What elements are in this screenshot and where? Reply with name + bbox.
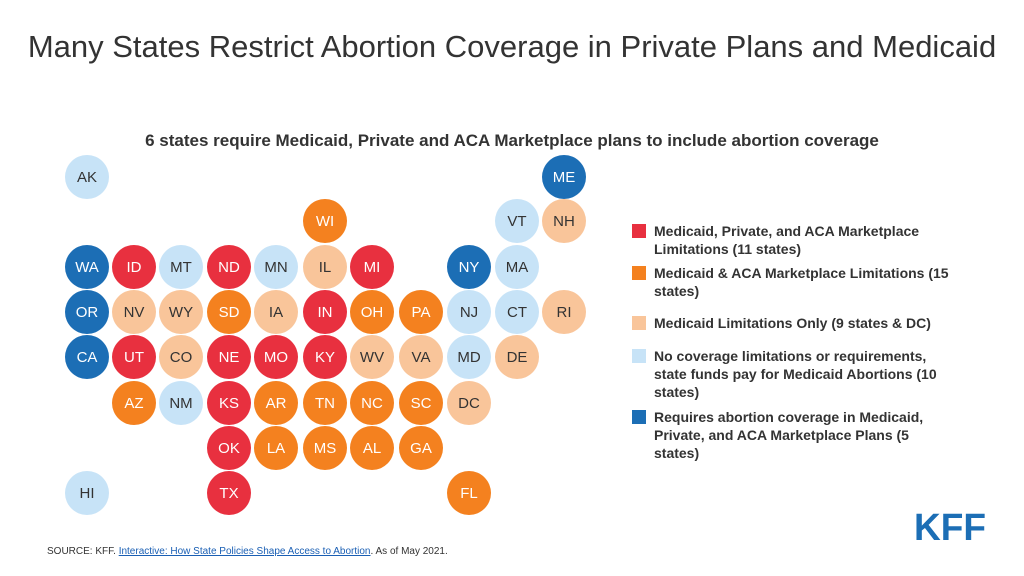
state-mo: MO — [254, 335, 298, 379]
legend-item-orange: Medicaid & ACA Marketplace Limitations (… — [632, 264, 954, 300]
legend-item-darkblue: Requires abortion coverage in Medicaid, … — [632, 408, 954, 462]
page-title: Many States Restrict Abortion Coverage i… — [27, 29, 997, 64]
state-dc: DC — [447, 381, 491, 425]
legend-swatch-darkblue — [632, 410, 646, 424]
state-ia: IA — [254, 290, 298, 334]
state-tn: TN — [303, 381, 347, 425]
state-al: AL — [350, 426, 394, 470]
legend-swatch-peach — [632, 316, 646, 330]
legend-swatch-lightblue — [632, 349, 646, 363]
state-de: DE — [495, 335, 539, 379]
state-wa: WA — [65, 245, 109, 289]
state-ks: KS — [207, 381, 251, 425]
subtitle: 6 states require Medicaid, Private and A… — [145, 131, 879, 150]
legend-label-peach: Medicaid Limitations Only (9 states & DC… — [654, 315, 931, 331]
state-sc: SC — [399, 381, 443, 425]
state-pa: PA — [399, 290, 443, 334]
state-nh: NH — [542, 199, 586, 243]
legend-swatch-red — [632, 224, 646, 238]
state-vt: VT — [495, 199, 539, 243]
state-ca: CA — [65, 335, 109, 379]
state-md: MD — [447, 335, 491, 379]
legend-swatch-orange — [632, 266, 646, 280]
legend-label-red: Medicaid, Private, and ACA Marketplace L… — [654, 223, 920, 257]
state-sd: SD — [207, 290, 251, 334]
state-ga: GA — [399, 426, 443, 470]
source-suffix: . As of May 2021. — [370, 546, 448, 557]
state-wv: WV — [350, 335, 394, 379]
legend-item-peach: Medicaid Limitations Only (9 states & DC… — [632, 314, 954, 332]
state-fl: FL — [447, 471, 491, 515]
legend-label-darkblue: Requires abortion coverage in Medicaid, … — [654, 409, 924, 461]
state-nm: NM — [159, 381, 203, 425]
state-la: LA — [254, 426, 298, 470]
state-wi: WI — [303, 199, 347, 243]
state-az: AZ — [112, 381, 156, 425]
state-ny: NY — [447, 245, 491, 289]
state-ne: NE — [207, 335, 251, 379]
source-prefix: SOURCE: KFF. — [47, 546, 119, 557]
state-wy: WY — [159, 290, 203, 334]
state-il: IL — [303, 245, 347, 289]
state-nd: ND — [207, 245, 251, 289]
state-ak: AK — [65, 155, 109, 199]
state-ct: CT — [495, 290, 539, 334]
state-ky: KY — [303, 335, 347, 379]
source-note: SOURCE: KFF. Interactive: How State Poli… — [47, 546, 448, 557]
state-ms: MS — [303, 426, 347, 470]
state-hi: HI — [65, 471, 109, 515]
state-co: CO — [159, 335, 203, 379]
state-ma: MA — [495, 245, 539, 289]
state-oh: OH — [350, 290, 394, 334]
legend-label-orange: Medicaid & ACA Marketplace Limitations (… — [654, 265, 949, 299]
state-ut: UT — [112, 335, 156, 379]
kff-logo-text: KFF — [914, 509, 986, 543]
state-ar: AR — [254, 381, 298, 425]
state-nc: NC — [350, 381, 394, 425]
state-nj: NJ — [447, 290, 491, 334]
state-or: OR — [65, 290, 109, 334]
state-ok: OK — [207, 426, 251, 470]
legend-item-lightblue: No coverage limitations or requirements,… — [632, 347, 954, 401]
state-va: VA — [399, 335, 443, 379]
state-id: ID — [112, 245, 156, 289]
kff-logo: KFF — [914, 509, 986, 543]
state-mn: MN — [254, 245, 298, 289]
legend-item-red: Medicaid, Private, and ACA Marketplace L… — [632, 222, 954, 258]
source-link[interactable]: Interactive: How State Policies Shape Ac… — [118, 546, 371, 557]
state-mi: MI — [350, 245, 394, 289]
state-me: ME — [542, 155, 586, 199]
state-mt: MT — [159, 245, 203, 289]
state-in: IN — [303, 290, 347, 334]
legend-label-lightblue: No coverage limitations or requirements,… — [654, 348, 937, 400]
state-tx: TX — [207, 471, 251, 515]
state-nv: NV — [112, 290, 156, 334]
state-ri: RI — [542, 290, 586, 334]
